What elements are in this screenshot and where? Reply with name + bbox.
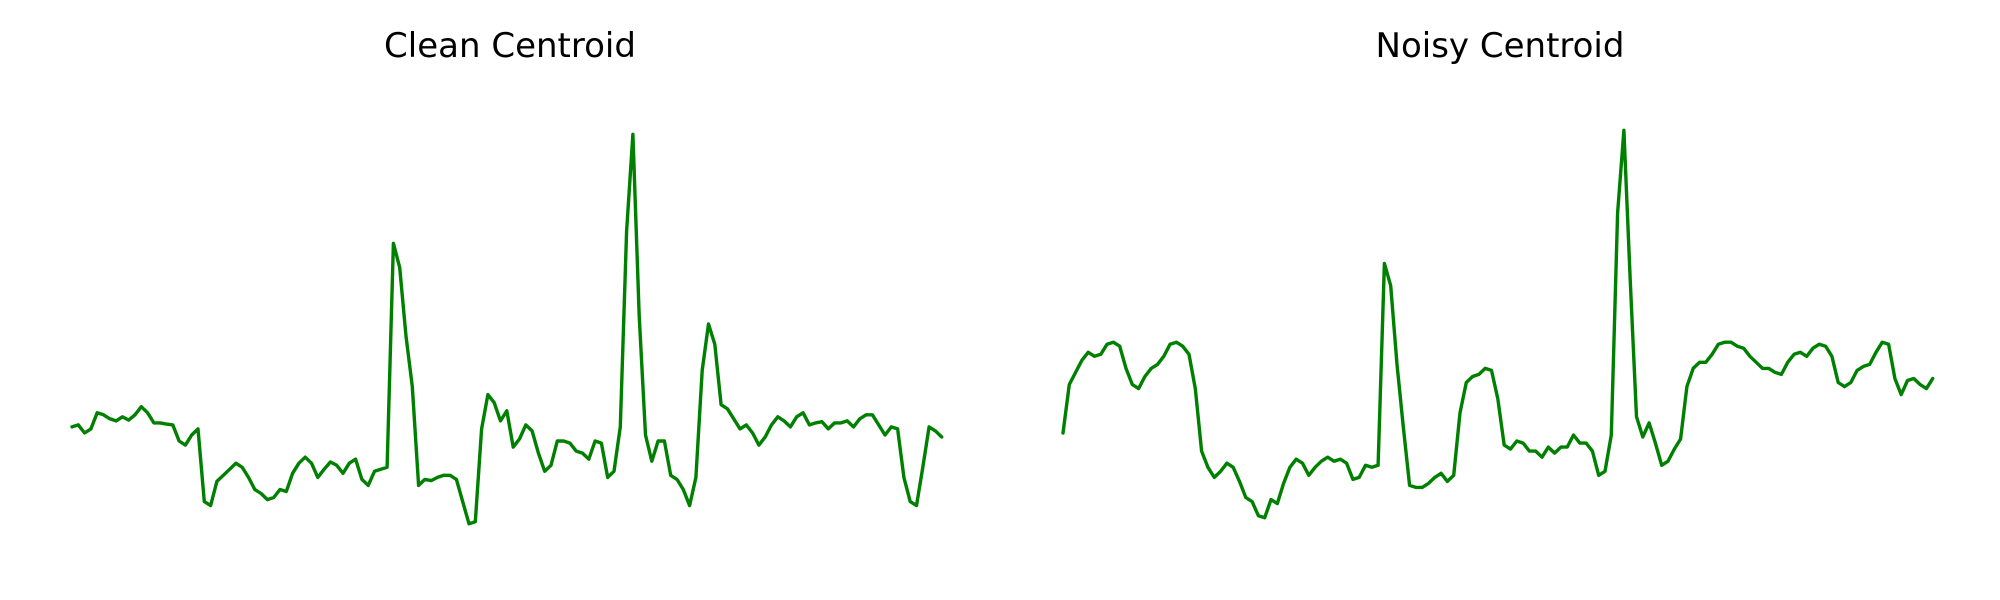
noisy-centroid-title: Noisy Centroid [1376,26,1625,66]
noisy-centroid-series-line [1061,128,1935,520]
clean-centroid-title: Clean Centroid [384,26,636,66]
noisy-centroid-plot-area [1061,128,1935,520]
clean-centroid-series-line [70,132,944,526]
clean-centroid-plot-area [70,132,944,526]
noisy-centroid-panel: Noisy Centroid [1061,26,1935,520]
clean-centroid-panel: Clean Centroid [70,26,944,526]
